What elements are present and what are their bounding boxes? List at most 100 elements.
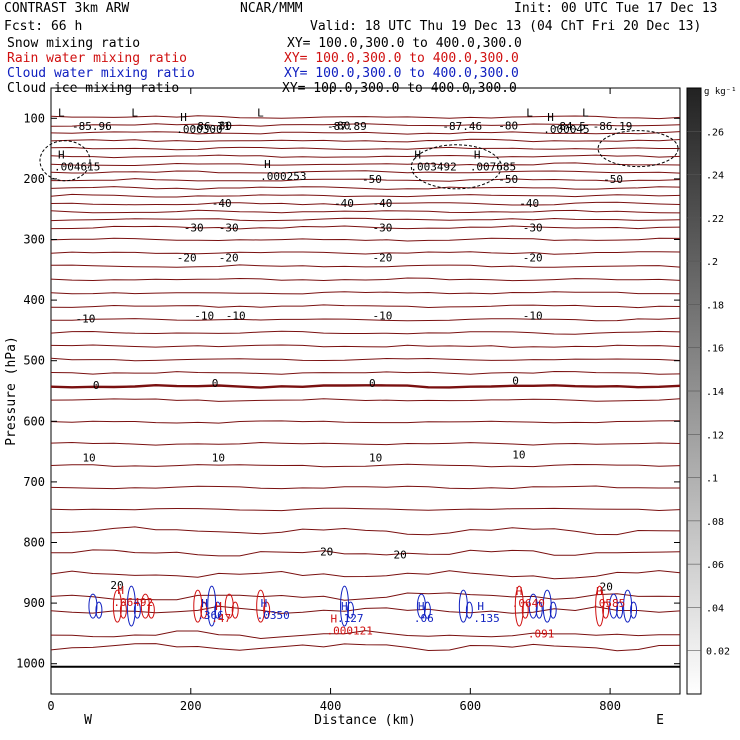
- extremum-value: .0350: [257, 609, 290, 622]
- extremum-value: .000253: [260, 170, 306, 183]
- temperature-label: -80: [331, 120, 351, 133]
- extremum-value: .000045: [543, 123, 589, 136]
- temperature-label: 20: [110, 579, 123, 592]
- extremum-value: .000300: [176, 123, 222, 136]
- y-tick-label: 800: [23, 536, 45, 550]
- y-axis-label: Pressure (hPa): [4, 336, 19, 446]
- hydrometeor-contour: [88, 593, 98, 619]
- temperature-contour: [50, 605, 681, 614]
- hydrometeor-contour: [623, 589, 633, 623]
- y-tick-label: 700: [23, 475, 45, 489]
- extremum-value: .091: [528, 627, 555, 640]
- y-tick-label: 300: [23, 233, 45, 247]
- temperature-label: -10: [194, 309, 214, 322]
- temperature-label: 10: [212, 452, 225, 465]
- hydrometeor-contour: [347, 601, 355, 619]
- hydrometeor-contour: [514, 585, 524, 627]
- temperature-contour: [50, 154, 681, 159]
- extremum-marker: H: [201, 597, 208, 610]
- extremum-value: .007685: [470, 161, 516, 174]
- extremum-marker: H: [596, 585, 603, 598]
- temperature-label: -84.5: [553, 120, 586, 133]
- temperature-contour: [50, 344, 681, 348]
- temperature-contour: [50, 193, 681, 198]
- extremum-marker: H: [474, 149, 481, 162]
- hydrometeor-contour: [535, 601, 543, 619]
- hydrometeor-contour: [231, 601, 239, 619]
- plot-frame: [50, 87, 681, 695]
- extremum-marker: H: [117, 584, 124, 597]
- colorbar-tick-label: .12: [706, 430, 724, 441]
- temperature-label: -20: [523, 252, 543, 265]
- temperature-label: -40: [372, 197, 392, 210]
- temperature-contour: [50, 485, 680, 490]
- temperature-label: -30: [184, 221, 204, 234]
- hydrometeor-contour: [193, 589, 203, 623]
- temperature-contour: [50, 237, 681, 242]
- y-tick-label: 200: [23, 172, 45, 186]
- extremum-value: .004615: [54, 161, 100, 174]
- temperature-contour: [50, 291, 681, 295]
- extremum-marker: H: [341, 600, 348, 613]
- temperature-contour: [51, 178, 681, 182]
- field-name-snow: Snow mixing ratio: [7, 36, 141, 51]
- colorbar-tick-label: .18: [706, 300, 724, 311]
- y-tick-label: 100: [23, 111, 45, 125]
- colorbar-tick-label: .2: [706, 257, 718, 268]
- direction-west: W: [84, 713, 92, 728]
- extremum-marker: H: [414, 149, 421, 162]
- temperature-contour: [50, 630, 681, 640]
- hydrometeor-contour: [147, 601, 155, 619]
- temperature-contour: [50, 186, 681, 190]
- temperature-label: -30: [523, 221, 543, 234]
- x-tick-label: 600: [459, 699, 481, 713]
- direction-east: E: [656, 713, 664, 728]
- hydrometeor-contour: [528, 593, 538, 619]
- temperature-label: -10: [372, 309, 392, 322]
- temperature-label: 20: [600, 581, 613, 594]
- temperature-label: -86.19: [593, 120, 633, 133]
- temperature-contour: [50, 170, 681, 174]
- colorbar-tick-label: .04: [706, 603, 724, 614]
- temperature-contour: [50, 330, 681, 335]
- temperature-contour: [50, 398, 681, 402]
- field-xy-snow: XY= 100.0,300.0 to 400.0,300.0: [287, 36, 522, 51]
- temperature-label: -50: [498, 173, 518, 186]
- temperature-label: 0: [93, 379, 100, 392]
- y-tick-label: 900: [23, 596, 45, 610]
- hydrometeor-contour: [263, 601, 271, 619]
- extremum-marker: L: [582, 106, 589, 119]
- temperature-label: -20: [177, 252, 197, 265]
- extremum-marker: H: [516, 585, 523, 598]
- extremum-value: .135: [473, 612, 500, 625]
- colorbar-tick-label: .24: [706, 171, 724, 182]
- hydrometeor-contour: [224, 593, 234, 619]
- hydrometeor-contour: [630, 601, 638, 619]
- x-tick-label: 200: [180, 699, 202, 713]
- valid-time: Valid: 18 UTC Thu 19 Dec 13 (04 ChT Fri …: [310, 19, 702, 34]
- extremum-marker: L: [526, 106, 533, 119]
- temperature-contour: [50, 304, 681, 309]
- x-tick-label: 800: [599, 699, 621, 713]
- field-name-rain: Rain water mixing ratio: [7, 51, 188, 66]
- temperature-label: 0: [369, 377, 376, 390]
- temperature-contour: [50, 526, 681, 536]
- temperature-label: 0: [512, 375, 519, 388]
- hydrometeor-contour: [465, 601, 473, 619]
- temperature-label: 10: [82, 452, 95, 465]
- temperature-label: 0: [212, 377, 219, 390]
- extremum-value: .127: [337, 612, 364, 625]
- temperature-label: 10: [369, 452, 382, 465]
- hydrometeor-contour: [549, 601, 557, 619]
- colorbar-tick-label: 0.02: [706, 647, 730, 658]
- hydrometeor-contour: [458, 589, 468, 623]
- temperature-contour: [50, 217, 681, 222]
- extremum-value: .003492: [410, 161, 456, 174]
- extremum-marker: H: [261, 597, 268, 610]
- temperature-contour: [50, 138, 681, 143]
- temperature-label: -20: [219, 252, 239, 265]
- temperature-label: 80: [219, 120, 232, 133]
- temperature-contour: [50, 357, 681, 362]
- temperature-contour: [50, 592, 681, 601]
